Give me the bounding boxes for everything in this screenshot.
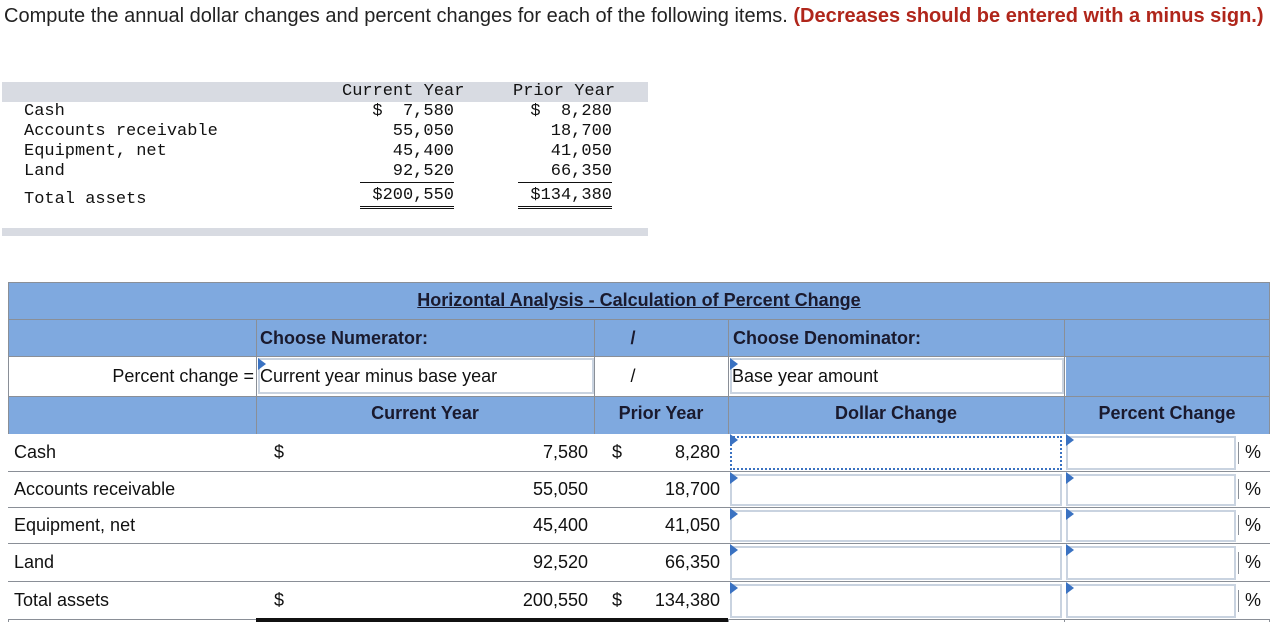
instructions-emphasis: (Decreases should be entered with a minu… xyxy=(793,5,1264,27)
total-rule xyxy=(256,618,728,622)
denominator-value: Base year amount xyxy=(732,366,879,386)
given-total-current: $200,550 xyxy=(360,186,454,209)
given-row-prior: 18,700 xyxy=(550,122,612,141)
given-data-block: Current Year Prior Year Cash $ 7,580 $ 8… xyxy=(2,82,648,236)
current-year-value: 7,580 xyxy=(542,442,588,462)
given-row-label: Equipment, net xyxy=(24,142,167,161)
formula-result-cell xyxy=(1066,356,1270,396)
input-marker xyxy=(1066,508,1074,520)
column-header-row xyxy=(8,396,1270,434)
numerator-label: Choose Numerator: xyxy=(260,328,429,348)
col-header-percent-change: Percent Change xyxy=(1098,403,1236,423)
grid-line xyxy=(8,396,1270,397)
denominator-dropdown-marker xyxy=(730,358,738,370)
percent-sign: % xyxy=(1238,552,1267,574)
denominator-label: Choose Denominator: xyxy=(733,328,922,348)
divide-slash: / xyxy=(630,328,636,348)
given-row-current: $ 7,580 xyxy=(372,102,454,121)
input-marker xyxy=(730,508,738,520)
numerator-dropdown-marker xyxy=(258,358,266,370)
given-footer-band xyxy=(2,228,648,236)
dollar-sign: $ xyxy=(274,590,285,610)
grid-line xyxy=(8,356,1270,357)
numerator-value: Current year minus base year xyxy=(260,366,498,386)
given-row-current: 55,050 xyxy=(392,122,454,141)
given-total-prior: $134,380 xyxy=(518,186,612,209)
percent-sign: % xyxy=(1238,515,1267,535)
input-marker xyxy=(730,582,738,594)
instructions: Compute the annual dollar changes and pe… xyxy=(4,2,1272,31)
horizontal-analysis-table: Horizontal Analysis - Calculation of Per… xyxy=(8,282,1270,624)
given-col-current: Current Year xyxy=(342,82,465,101)
percent-change-input[interactable] xyxy=(1066,474,1236,506)
current-year-value: 92,520 xyxy=(532,552,588,572)
dollar-sign: $ xyxy=(612,442,623,462)
row-label: Accounts receivable xyxy=(14,479,176,499)
percent-sign: % xyxy=(1238,590,1267,612)
input-marker xyxy=(730,544,738,556)
row-label: Total assets xyxy=(14,590,110,610)
given-row-label: Cash xyxy=(24,102,65,121)
given-row-current: 92,520 xyxy=(360,162,454,183)
instructions-text: Compute the annual dollar changes and pe… xyxy=(4,5,794,27)
col-header-dollar-change: Dollar Change xyxy=(834,403,958,423)
input-marker xyxy=(730,434,738,446)
given-total-label: Total assets xyxy=(24,190,147,209)
dollar-sign: $ xyxy=(612,590,623,610)
input-marker xyxy=(1066,434,1074,446)
prior-year-value: 41,050 xyxy=(664,515,720,535)
percent-change-input[interactable] xyxy=(1066,546,1236,580)
col-header-prior: Prior Year xyxy=(618,403,704,423)
input-marker xyxy=(1066,544,1074,556)
row-label: Land xyxy=(14,552,55,572)
input-marker xyxy=(1066,472,1074,484)
given-row-current: 45,400 xyxy=(392,142,454,161)
percent-change-equals: Percent change = xyxy=(112,366,254,386)
denominator-select[interactable] xyxy=(730,358,1064,394)
row-label: Cash xyxy=(14,442,57,462)
given-row-label: Land xyxy=(24,162,65,181)
table-title: Horizontal Analysis - Calculation of Per… xyxy=(417,290,861,310)
given-row-prior: 66,350 xyxy=(518,162,612,183)
percent-change-input[interactable] xyxy=(1066,584,1236,618)
dollar-sign: $ xyxy=(274,442,285,462)
given-header-band xyxy=(2,82,648,102)
prior-year-value: 66,350 xyxy=(664,552,720,572)
formula-label-row xyxy=(8,320,1270,356)
prior-year-value: 18,700 xyxy=(664,479,720,499)
percent-change-input[interactable] xyxy=(1066,436,1236,470)
divide-slash-value: / xyxy=(630,366,636,386)
dollar-change-input[interactable] xyxy=(730,436,1062,470)
numerator-select[interactable] xyxy=(258,358,594,394)
dollar-change-input[interactable] xyxy=(730,584,1062,618)
row-label: Equipment, net xyxy=(14,515,136,535)
prior-year-value: 134,380 xyxy=(654,590,720,610)
input-marker xyxy=(730,472,738,484)
current-year-value: 55,050 xyxy=(532,479,588,499)
current-year-value: 200,550 xyxy=(522,590,588,610)
percent-sign: % xyxy=(1238,442,1267,464)
dollar-change-input[interactable] xyxy=(730,510,1062,542)
current-year-value: 45,400 xyxy=(532,515,588,535)
percent-sign: % xyxy=(1238,479,1267,499)
given-row-prior: $ 8,280 xyxy=(530,102,612,121)
given-row-label: Accounts receivable xyxy=(24,122,218,141)
input-marker xyxy=(1066,582,1074,594)
percent-change-input[interactable] xyxy=(1066,510,1236,542)
dollar-change-input[interactable] xyxy=(730,474,1062,506)
dollar-change-input[interactable] xyxy=(730,546,1062,580)
col-header-current: Current Year xyxy=(371,403,479,423)
table-title-row xyxy=(8,282,1270,320)
given-col-prior: Prior Year xyxy=(513,82,616,101)
prior-year-value: 8,280 xyxy=(674,442,720,462)
given-row-prior: 41,050 xyxy=(550,142,612,161)
